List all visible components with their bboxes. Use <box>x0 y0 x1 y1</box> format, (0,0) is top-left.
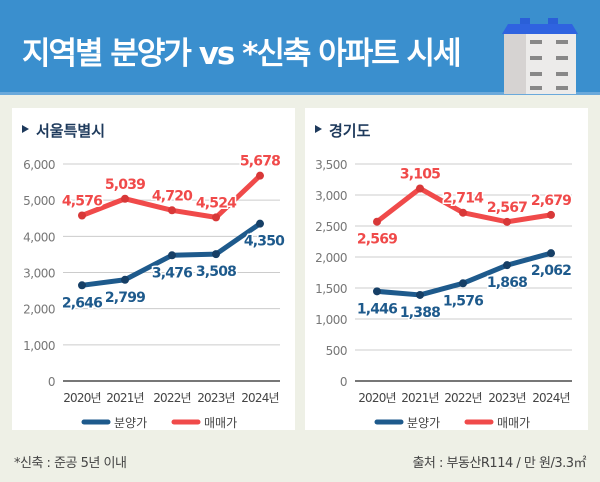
data-label: 2,062 <box>531 263 571 279</box>
data-label: 2,646 <box>62 295 102 311</box>
data-label: 3,105 <box>400 166 440 182</box>
data-label: 2,569 <box>357 232 397 248</box>
data-point <box>416 184 424 193</box>
x-tick-label: 2024년 <box>241 391 279 405</box>
data-label: 2,567 <box>487 200 527 216</box>
header-banner: 지역별 분양가 vs *신축 아파트 시세 <box>0 0 600 95</box>
x-tick-label: 2022년 <box>153 391 191 405</box>
x-tick-label: 2024년 <box>532 391 570 405</box>
y-tick-label: 2,000 <box>23 303 55 317</box>
y-tick-label: 1,000 <box>315 313 347 327</box>
page-title: 지역별 분양가 vs *신축 아파트 시세 <box>22 36 462 72</box>
y-tick-label: 0 <box>48 375 55 389</box>
legend-label: 매매가 <box>497 416 530 430</box>
y-tick-label: 500 <box>326 344 347 358</box>
y-tick-label: 3,500 <box>315 158 347 172</box>
y-tick-label: 3,000 <box>23 267 55 281</box>
data-point <box>256 219 264 228</box>
data-label: 1,576 <box>443 293 483 309</box>
x-tick-label: 2021년 <box>106 391 144 405</box>
data-label: 4,720 <box>152 188 193 204</box>
y-tick-label: 5,000 <box>23 194 55 208</box>
seoul-chart-panel <box>12 108 295 430</box>
y-tick-label: 4,000 <box>23 230 55 244</box>
data-point <box>547 249 555 258</box>
data-label: 4,576 <box>62 194 102 210</box>
data-point <box>373 287 381 296</box>
data-label: 4,350 <box>244 234 285 250</box>
data-label: 3,476 <box>152 265 192 281</box>
data-point <box>121 275 129 284</box>
data-label: 4,524 <box>196 195 237 211</box>
data-point <box>416 290 424 299</box>
data-label: 5,678 <box>240 154 280 170</box>
y-tick-label: 1,000 <box>23 339 55 353</box>
data-label: 2,714 <box>443 191 484 207</box>
y-tick-label: 6,000 <box>23 158 55 172</box>
gyeonggi-chart-panel <box>305 108 588 430</box>
data-point <box>503 217 511 226</box>
data-label: 2,799 <box>105 290 145 306</box>
footnote: *신축 : 준공 5년 이내 <box>14 456 127 471</box>
x-tick-label: 2020년 <box>63 391 101 405</box>
chart-title: 경기도 <box>329 122 371 140</box>
data-point <box>121 194 129 203</box>
legend-label: 매매가 <box>204 416 237 430</box>
x-tick-label: 2023년 <box>488 391 526 405</box>
data-point <box>78 281 86 290</box>
data-label: 5,039 <box>105 177 145 193</box>
x-tick-label: 2021년 <box>401 391 439 405</box>
x-tick-label: 2020년 <box>358 391 396 405</box>
x-tick-label: 2022년 <box>444 391 482 405</box>
data-label: 1,388 <box>400 305 440 321</box>
y-tick-label: 2,000 <box>315 251 347 265</box>
data-label: 1,868 <box>487 275 527 291</box>
data-point <box>503 261 511 270</box>
data-point <box>547 210 555 219</box>
data-point <box>459 208 467 217</box>
y-tick-label: 3,000 <box>315 189 347 203</box>
y-tick-label: 2,500 <box>315 220 347 234</box>
y-tick-label: 1,500 <box>315 282 347 296</box>
y-tick-label: 0 <box>340 375 347 389</box>
data-point <box>459 279 467 288</box>
chart-title: 서울특별시 <box>36 122 105 140</box>
data-point <box>168 251 176 260</box>
data-point <box>78 211 86 220</box>
legend-label: 분양가 <box>407 416 440 430</box>
data-point <box>212 213 220 222</box>
apartment-building-icon <box>502 18 578 94</box>
data-point <box>256 171 264 180</box>
data-point <box>373 217 381 226</box>
legend-label: 분양가 <box>114 416 147 430</box>
source-note: 출처 : 부동산R114 / 만 원/3.3㎡ <box>412 456 586 471</box>
x-tick-label: 2023년 <box>197 391 235 405</box>
triangle-bullet-icon <box>315 125 322 133</box>
data-label: 2,679 <box>531 193 571 209</box>
data-label: 1,446 <box>357 301 397 317</box>
triangle-bullet-icon <box>22 125 29 133</box>
data-point <box>212 250 220 259</box>
data-point <box>168 206 176 215</box>
data-label: 3,508 <box>196 264 236 280</box>
